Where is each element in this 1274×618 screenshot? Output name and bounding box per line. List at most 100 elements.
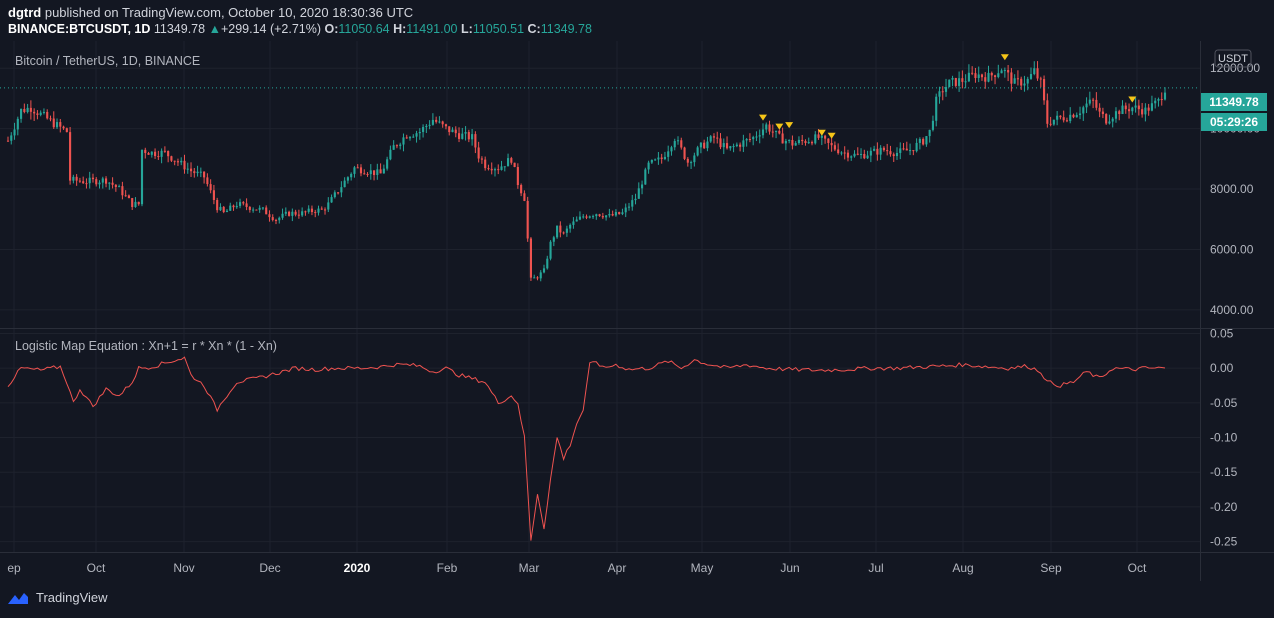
- candle-body[interactable]: [1029, 74, 1033, 79]
- candle-body[interactable]: [366, 174, 369, 176]
- candle-body[interactable]: [640, 184, 644, 189]
- candle-body[interactable]: [1163, 92, 1167, 100]
- candle-body[interactable]: [928, 129, 931, 137]
- candle-body[interactable]: [510, 158, 513, 163]
- candle-body[interactable]: [683, 147, 686, 159]
- candle-body[interactable]: [980, 74, 984, 78]
- candle-body[interactable]: [150, 151, 153, 155]
- candle-body[interactable]: [382, 168, 385, 174]
- candle-body[interactable]: [578, 216, 582, 220]
- candle-body[interactable]: [1049, 123, 1052, 125]
- author-name[interactable]: dgtrd: [8, 5, 42, 20]
- candle-body[interactable]: [294, 211, 297, 215]
- logistic-map-line[interactable]: [7, 356, 1166, 541]
- candle-body[interactable]: [667, 151, 670, 157]
- candle-body[interactable]: [690, 162, 693, 164]
- candle-body[interactable]: [457, 133, 461, 139]
- candle-body[interactable]: [75, 176, 78, 181]
- candle-body[interactable]: [118, 186, 121, 188]
- candle-body[interactable]: [291, 211, 294, 216]
- candle-body[interactable]: [503, 166, 506, 168]
- candle-body[interactable]: [1023, 83, 1026, 86]
- candle-body[interactable]: [314, 212, 317, 214]
- candle-body[interactable]: [526, 200, 529, 239]
- candle-body[interactable]: [775, 130, 778, 132]
- candle-body[interactable]: [245, 203, 248, 207]
- candle-body[interactable]: [961, 78, 964, 82]
- candle-body[interactable]: [846, 152, 850, 158]
- candle-body[interactable]: [709, 136, 712, 142]
- candle-body[interactable]: [1118, 111, 1121, 115]
- candle-body[interactable]: [627, 206, 631, 208]
- candle-body[interactable]: [199, 171, 202, 173]
- candle-body[interactable]: [752, 137, 755, 140]
- candle-body[interactable]: [931, 120, 935, 130]
- candle-body[interactable]: [686, 158, 689, 163]
- candle-body[interactable]: [866, 155, 869, 159]
- candle-body[interactable]: [461, 133, 464, 139]
- candle-body[interactable]: [1150, 103, 1153, 111]
- candle-body[interactable]: [941, 91, 944, 93]
- candle-body[interactable]: [121, 186, 124, 196]
- candle-body[interactable]: [88, 177, 91, 184]
- candle-body[interactable]: [696, 147, 699, 156]
- candle-body[interactable]: [242, 202, 245, 204]
- candle-body[interactable]: [1033, 68, 1036, 75]
- candle-body[interactable]: [304, 211, 307, 213]
- candle-body[interactable]: [265, 207, 268, 215]
- candle-body[interactable]: [467, 132, 470, 140]
- candle-body[interactable]: [863, 153, 866, 159]
- candle-body[interactable]: [1088, 99, 1091, 104]
- candle-body[interactable]: [386, 159, 389, 169]
- candle-body[interactable]: [222, 206, 225, 213]
- candle-body[interactable]: [274, 219, 278, 221]
- candle-body[interactable]: [1082, 107, 1085, 114]
- candle-body[interactable]: [395, 145, 398, 147]
- candle-body[interactable]: [506, 158, 510, 167]
- candle-body[interactable]: [827, 138, 830, 143]
- candle-body[interactable]: [1043, 79, 1046, 101]
- candle-body[interactable]: [216, 199, 219, 211]
- candle-body[interactable]: [735, 144, 738, 147]
- candle-body[interactable]: [431, 119, 434, 125]
- candle-body[interactable]: [137, 201, 140, 205]
- candle-body[interactable]: [817, 134, 820, 138]
- candle-body[interactable]: [513, 162, 516, 168]
- candle-body[interactable]: [1124, 105, 1127, 110]
- candle-body[interactable]: [967, 72, 970, 82]
- candle-body[interactable]: [1062, 117, 1065, 121]
- candle-body[interactable]: [755, 136, 758, 138]
- candle-body[interactable]: [42, 111, 46, 113]
- candle-body[interactable]: [971, 72, 974, 74]
- candle-body[interactable]: [791, 139, 794, 146]
- candle-body[interactable]: [193, 171, 196, 174]
- candle-body[interactable]: [788, 139, 791, 141]
- candle-body[interactable]: [471, 134, 474, 140]
- candle-body[interactable]: [415, 133, 418, 137]
- candle-body[interactable]: [346, 177, 349, 181]
- candle-body[interactable]: [212, 190, 215, 200]
- candle-body[interactable]: [176, 161, 180, 163]
- candle-body[interactable]: [807, 142, 810, 144]
- candle-body[interactable]: [490, 168, 493, 171]
- candle-body[interactable]: [493, 169, 497, 171]
- candle-body[interactable]: [951, 77, 954, 80]
- candle-body[interactable]: [255, 209, 258, 211]
- candle-body[interactable]: [964, 81, 967, 83]
- candle-body[interactable]: [902, 148, 905, 150]
- candle-body[interactable]: [879, 147, 882, 155]
- candle-body[interactable]: [650, 159, 653, 163]
- candle-body[interactable]: [729, 146, 732, 149]
- candle-body[interactable]: [761, 129, 765, 136]
- candle-body[interactable]: [49, 118, 52, 120]
- candle-body[interactable]: [170, 156, 173, 161]
- indicator-series[interactable]: [7, 356, 1166, 541]
- candle-body[interactable]: [186, 168, 189, 170]
- candle-body[interactable]: [320, 208, 323, 210]
- candle-body[interactable]: [954, 77, 957, 86]
- candle-body[interactable]: [703, 142, 706, 149]
- candle-body[interactable]: [1098, 107, 1101, 112]
- candle-body[interactable]: [418, 131, 421, 134]
- candle-body[interactable]: [438, 121, 441, 123]
- candle-body[interactable]: [977, 74, 980, 79]
